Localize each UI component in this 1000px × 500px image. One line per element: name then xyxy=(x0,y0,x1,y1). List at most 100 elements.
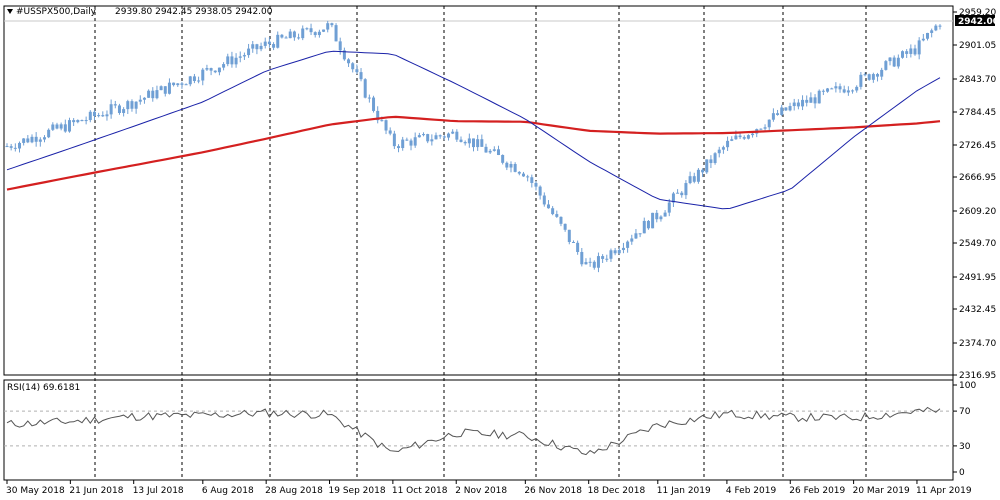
candle-body xyxy=(126,101,130,110)
price-axis-label: 2901.05 xyxy=(959,41,996,51)
candle-body xyxy=(72,120,76,123)
candle-body xyxy=(130,101,134,109)
candle-body xyxy=(488,150,492,153)
date-axis-label: 28 Aug 2018 xyxy=(265,486,323,496)
candle-body xyxy=(896,57,900,67)
candle-body xyxy=(209,68,213,71)
candle-body xyxy=(859,74,863,87)
candle-body xyxy=(496,149,500,156)
candle-body xyxy=(372,97,376,111)
price-axis-label: 2549.70 xyxy=(959,239,996,249)
candle-body xyxy=(821,90,825,92)
candle-body xyxy=(51,124,55,130)
date-axis-label: 19 Sep 2018 xyxy=(329,486,386,496)
candle-body xyxy=(559,216,563,224)
candle-body xyxy=(738,135,742,138)
candle-body xyxy=(55,124,59,129)
candle-body xyxy=(259,45,263,50)
candle-body xyxy=(226,56,230,65)
candle-body xyxy=(813,97,817,104)
candle-body xyxy=(838,86,842,90)
candle-body xyxy=(176,83,180,86)
candle-body xyxy=(913,48,917,55)
candle-body xyxy=(671,193,675,203)
candle-body xyxy=(667,202,671,213)
date-axis-label: 11 Jan 2019 xyxy=(657,486,711,496)
candle-body xyxy=(388,130,392,134)
candle-body xyxy=(280,34,284,38)
candle-body xyxy=(5,146,9,148)
slow-moving-average-line xyxy=(6,115,941,191)
candle-body xyxy=(863,74,867,76)
candle-body xyxy=(417,135,421,138)
candle-body xyxy=(934,25,938,31)
candle-body xyxy=(530,177,534,183)
candle-body xyxy=(538,186,542,196)
candle-body xyxy=(201,69,205,81)
vertical-grid xyxy=(94,6,867,480)
candle-body xyxy=(767,119,771,128)
candle-body xyxy=(713,153,717,164)
candle-body xyxy=(826,88,830,92)
candle-body xyxy=(409,140,413,146)
candle-body xyxy=(930,30,934,33)
candle-body xyxy=(30,136,34,143)
candle-body xyxy=(155,90,159,99)
candle-body xyxy=(309,28,313,33)
candle-body xyxy=(34,136,38,142)
candle-body xyxy=(592,261,596,268)
candle-body xyxy=(705,159,709,173)
candle-body xyxy=(588,261,592,263)
candle-body xyxy=(746,135,750,139)
candle-body xyxy=(888,57,892,62)
candle-body xyxy=(630,238,634,242)
candle-body xyxy=(688,176,692,184)
candle-body xyxy=(721,147,725,150)
candle-body xyxy=(13,147,17,149)
candle-body xyxy=(555,214,559,217)
candle-body xyxy=(380,120,384,122)
price-axis-label: 2843.70 xyxy=(959,75,996,85)
date-axis-label: 2 Nov 2018 xyxy=(455,486,507,496)
candle-body xyxy=(334,25,338,42)
candle-body xyxy=(117,105,121,113)
candle-body xyxy=(534,182,538,187)
candle-body xyxy=(842,89,846,93)
candle-body xyxy=(513,164,517,172)
candle-body xyxy=(709,159,713,164)
candle-body xyxy=(480,139,484,147)
candle-body xyxy=(546,204,550,209)
candle-body xyxy=(605,258,609,260)
rsi-indicator-name: RSI(14) xyxy=(7,383,40,393)
candle-body xyxy=(192,76,196,82)
candle-body xyxy=(726,140,730,148)
current-price-label: 2942.00 xyxy=(958,17,999,27)
candle-body xyxy=(38,139,42,142)
candle-body xyxy=(272,44,276,48)
rsi-pane-border xyxy=(3,379,954,481)
candle-body xyxy=(338,41,342,51)
candle-body xyxy=(47,129,51,138)
candle-body xyxy=(459,139,463,142)
candle-body xyxy=(317,31,321,36)
ohlc-values: 2939.80 2942.45 2938.05 2942.00 xyxy=(115,7,273,17)
symbol-title: #USSPX500,Daily xyxy=(16,7,97,17)
candle-body xyxy=(263,41,267,46)
candle-body xyxy=(909,48,913,54)
candle-body xyxy=(330,23,334,26)
date-axis-label: 6 Aug 2018 xyxy=(202,486,254,496)
candle-body xyxy=(505,162,509,168)
candle-body xyxy=(463,141,467,144)
candle-body xyxy=(638,233,642,235)
candle-body xyxy=(580,251,584,265)
candle-body xyxy=(509,164,513,168)
candle-body xyxy=(817,90,821,104)
candle-body xyxy=(901,51,905,58)
candle-body xyxy=(413,137,417,146)
candle-body xyxy=(846,90,850,93)
candle-body xyxy=(680,192,684,196)
date-axis-label: 20 Mar 2019 xyxy=(853,486,910,496)
candle-body xyxy=(621,247,625,251)
